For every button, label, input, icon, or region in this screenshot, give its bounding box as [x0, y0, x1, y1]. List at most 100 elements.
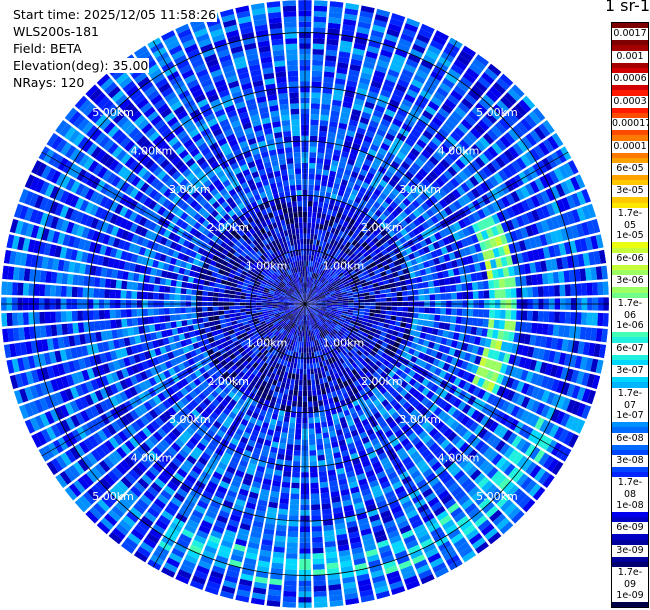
range-gate-cell	[458, 333, 466, 342]
range-gate-cell	[396, 311, 403, 317]
range-gate-cell	[336, 311, 342, 315]
range-gate-cell	[416, 564, 431, 575]
range-gate-cell	[481, 328, 488, 337]
range-gate-cell	[36, 431, 47, 446]
range-gate-cell	[83, 438, 95, 451]
range-gate-cell	[376, 99, 388, 109]
range-gate-cell	[288, 304, 295, 307]
range-gate-cell	[332, 379, 338, 386]
range-gate-cell	[374, 104, 386, 114]
range-gate-cell	[349, 536, 362, 545]
range-gate-cell	[413, 412, 423, 422]
range-gate-cell	[354, 278, 361, 284]
range-gate-cell	[331, 298, 338, 301]
range-gate-cell	[155, 442, 167, 454]
range-gate-cell	[236, 493, 248, 502]
range-gate-cell	[516, 473, 529, 487]
range-gate-cell	[317, 367, 322, 374]
range-gate-cell	[203, 433, 213, 443]
range-gate-cell	[182, 430, 192, 440]
range-gate-cell	[278, 503, 289, 510]
range-gate-cell	[322, 87, 333, 94]
range-gate-cell	[414, 358, 423, 366]
range-gate-cell	[444, 392, 453, 402]
range-gate-cell	[386, 257, 394, 264]
range-gate-cell	[111, 466, 124, 479]
range-gate-cell	[347, 124, 357, 133]
range-gate-cell	[341, 449, 350, 457]
range-gate-cell	[503, 502, 517, 516]
range-gate-cell	[325, 191, 332, 199]
range-gate-cell	[338, 218, 345, 226]
range-gate-cell	[470, 234, 479, 244]
range-gate-cell	[378, 147, 388, 156]
range-gate-cell	[338, 161, 347, 169]
range-gate-cell	[462, 371, 471, 381]
range-gate-cell	[225, 447, 235, 456]
range-gate-cell	[484, 527, 498, 541]
range-gate-cell	[312, 536, 323, 543]
range-gate-cell	[340, 40, 353, 48]
range-gate-cell	[555, 183, 566, 197]
range-gate-cell	[338, 439, 347, 447]
range-gate-cell	[342, 355, 348, 362]
range-gate-cell	[326, 464, 335, 471]
range-gate-cell	[475, 102, 488, 115]
range-gate-cell	[433, 321, 440, 329]
range-gate-cell	[466, 255, 474, 265]
range-gate-cell	[361, 344, 368, 351]
range-gate-cell	[162, 399, 172, 410]
range-gate-cell	[244, 426, 253, 435]
range-gate-cell	[279, 347, 284, 353]
range-gate-cell	[357, 356, 364, 363]
range-gate-cell	[186, 549, 201, 560]
range-gate-cell	[270, 372, 276, 380]
range-gate-cell	[294, 304, 300, 306]
range-gate-cell	[581, 221, 590, 236]
range-gate-cell	[364, 305, 371, 309]
range-gate-cell	[263, 326, 270, 332]
range-gate-cell	[354, 335, 361, 341]
range-gate-cell	[359, 589, 374, 598]
range-gate-cell	[525, 461, 537, 475]
range-gate-cell	[328, 425, 335, 433]
range-gate-cell	[465, 274, 472, 283]
range-gate-cell	[122, 515, 136, 528]
range-gate-cell	[97, 429, 108, 442]
range-gate-cell	[295, 306, 301, 310]
range-gate-cell	[154, 347, 162, 356]
range-gate-cell	[324, 312, 331, 316]
range-gate-cell	[271, 441, 279, 449]
range-gate-cell	[453, 85, 467, 97]
range-gate-cell	[132, 465, 144, 477]
range-gate-cell	[321, 343, 326, 350]
range-gate-cell	[331, 159, 339, 167]
range-gate-cell	[436, 510, 449, 521]
range-gate-cell	[40, 428, 52, 443]
range-gate-cell	[24, 386, 34, 401]
range-gate-cell	[326, 392, 333, 399]
range-gate-cell	[474, 156, 486, 168]
range-gate-cell	[208, 575, 223, 585]
range-gate-cell	[396, 108, 408, 118]
range-gate-cell	[280, 492, 290, 499]
range-gate-cell	[130, 485, 143, 498]
range-gate-cell	[303, 309, 305, 315]
range-gate-cell	[114, 381, 124, 393]
range-gate-cell	[413, 381, 421, 390]
range-gate-cell	[384, 33, 399, 43]
range-gate-cell	[344, 353, 351, 360]
range-gate-cell	[309, 289, 313, 295]
range-gate-cell	[331, 337, 337, 343]
range-gate-cell	[306, 249, 310, 256]
range-gate-cell	[348, 305, 354, 308]
range-gate-cell	[177, 362, 186, 371]
range-gate-cell	[313, 239, 317, 246]
range-gate-cell	[327, 262, 333, 269]
range-gate-cell	[472, 291, 479, 299]
range-gate-cell	[335, 138, 344, 146]
range-gate-cell	[289, 308, 296, 311]
range-gate-cell	[228, 461, 238, 470]
range-gate-cell	[169, 314, 176, 322]
range-gate-cell	[268, 347, 275, 354]
